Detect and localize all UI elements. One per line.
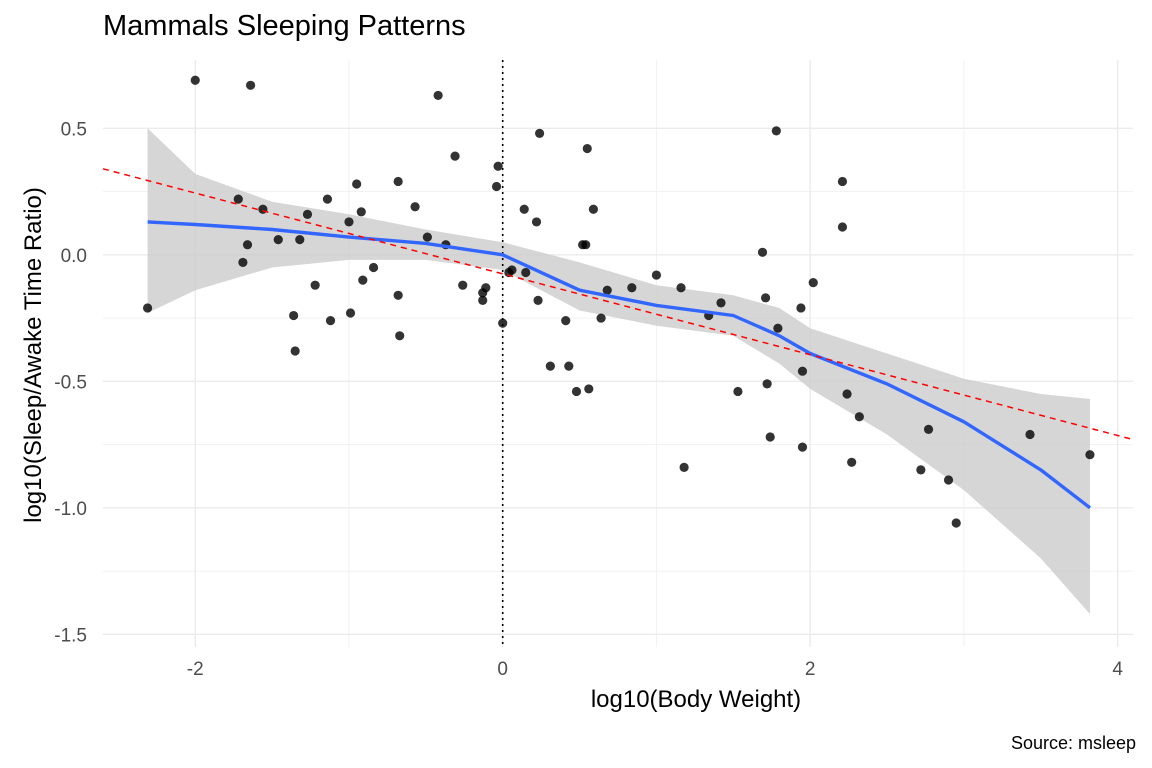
data-point bbox=[322, 194, 333, 204]
data-point bbox=[596, 313, 606, 323]
data-point bbox=[352, 179, 362, 189]
y-tick-label: 0.5 bbox=[61, 119, 87, 140]
data-point bbox=[716, 298, 726, 308]
data-point bbox=[847, 457, 857, 467]
data-point bbox=[507, 265, 517, 275]
linear-fit-line bbox=[102, 168, 1134, 441]
data-point bbox=[458, 280, 468, 290]
data-point bbox=[796, 303, 806, 313]
data-point bbox=[410, 202, 420, 212]
y-axis-title: log10(Sleep/Awake Time Ratio) bbox=[20, 187, 47, 523]
confidence-ribbon bbox=[147, 128, 1091, 615]
data-point bbox=[923, 424, 934, 435]
data-point bbox=[842, 389, 852, 399]
data-point bbox=[325, 316, 336, 326]
data-point bbox=[837, 176, 848, 187]
data-point bbox=[289, 310, 299, 321]
x-tick-label: 0 bbox=[497, 659, 508, 680]
data-point bbox=[534, 128, 545, 138]
data-point bbox=[571, 386, 582, 397]
data-point bbox=[676, 283, 686, 293]
data-point bbox=[545, 361, 555, 371]
data-point bbox=[1025, 429, 1035, 440]
data-point bbox=[519, 204, 529, 214]
grid-lines bbox=[103, 60, 1133, 647]
chart-title: Mammals Sleeping Patterns bbox=[103, 10, 466, 42]
data-point bbox=[450, 151, 460, 161]
data-point bbox=[1085, 450, 1095, 460]
data-point bbox=[521, 267, 531, 278]
smooth-trend-line bbox=[147, 220, 1092, 510]
data-point bbox=[651, 270, 662, 280]
data-point bbox=[190, 75, 200, 85]
axis-tick-labels: -2 0 2 4 -1.5 -1.0 -0.5 0.0 0.5 bbox=[54, 119, 1123, 680]
data-point bbox=[273, 235, 283, 245]
y-tick-label: -1.0 bbox=[54, 499, 87, 520]
data-point bbox=[493, 161, 503, 171]
data-point bbox=[395, 331, 405, 341]
data-point bbox=[295, 235, 305, 245]
data-point bbox=[433, 90, 443, 101]
x-tick-label: 2 bbox=[805, 659, 816, 680]
data-point bbox=[142, 303, 153, 313]
data-point bbox=[584, 384, 594, 394]
data-point bbox=[564, 361, 574, 371]
data-point bbox=[760, 293, 771, 303]
data-point bbox=[808, 278, 818, 288]
data-point bbox=[345, 308, 356, 318]
data-point bbox=[771, 126, 781, 136]
x-axis-title: log10(Body Weight) bbox=[590, 686, 802, 713]
data-point bbox=[344, 217, 354, 227]
data-point bbox=[310, 280, 320, 290]
data-point bbox=[393, 176, 403, 187]
data-point bbox=[581, 240, 591, 250]
data-point bbox=[773, 323, 783, 333]
data-point bbox=[627, 283, 637, 293]
data-point bbox=[757, 247, 768, 257]
source-caption: Source: msleep bbox=[1010, 733, 1136, 753]
data-point bbox=[561, 316, 571, 326]
data-point bbox=[498, 318, 508, 328]
x-tick-label: 4 bbox=[1112, 659, 1123, 680]
data-point bbox=[765, 432, 775, 442]
data-point bbox=[951, 518, 961, 528]
data-point bbox=[242, 240, 253, 250]
data-point bbox=[368, 262, 379, 273]
x-tick-label: -2 bbox=[187, 659, 204, 680]
data-point bbox=[238, 257, 248, 268]
data-point bbox=[533, 295, 543, 305]
data-point bbox=[491, 181, 502, 192]
data-point bbox=[679, 462, 689, 472]
data-point bbox=[797, 366, 808, 376]
data-point bbox=[837, 222, 848, 232]
data-point bbox=[258, 204, 268, 214]
data-point bbox=[302, 209, 313, 219]
data-points bbox=[142, 75, 1095, 528]
data-point bbox=[233, 194, 243, 204]
data-point bbox=[943, 475, 954, 485]
data-point bbox=[356, 207, 366, 217]
data-point bbox=[797, 442, 808, 452]
data-point bbox=[531, 217, 542, 227]
data-point bbox=[602, 285, 612, 295]
y-tick-label: -0.5 bbox=[54, 372, 87, 393]
data-point bbox=[478, 295, 488, 305]
data-point bbox=[245, 80, 256, 90]
data-point bbox=[854, 412, 864, 422]
data-point bbox=[916, 465, 926, 475]
data-point bbox=[393, 290, 403, 300]
y-tick-label: 0.0 bbox=[61, 246, 87, 267]
y-tick-label: -1.5 bbox=[54, 625, 87, 646]
data-point bbox=[588, 204, 599, 214]
data-point bbox=[582, 143, 592, 154]
data-point bbox=[422, 232, 432, 242]
data-point bbox=[481, 283, 491, 293]
data-point bbox=[290, 346, 300, 356]
data-point bbox=[733, 386, 743, 397]
data-point bbox=[358, 275, 368, 285]
data-point bbox=[762, 379, 772, 389]
